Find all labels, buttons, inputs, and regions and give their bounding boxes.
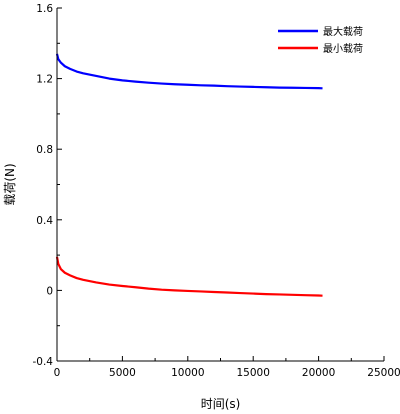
x-tick-label: 20000 bbox=[302, 367, 335, 379]
y-axis-title: 载荷(N) bbox=[3, 163, 17, 205]
tick-labels: -0.400.40.81.21.60 5000 10000 15000 20000 250… bbox=[33, 3, 400, 379]
series-line-1 bbox=[55, 53, 323, 90]
y-tick-label: 1.6 bbox=[36, 3, 53, 15]
x-tick-label: 25000 bbox=[367, 367, 400, 379]
series-line-2 bbox=[55, 256, 323, 297]
x-tick-label: 15000 bbox=[236, 367, 269, 379]
x-tick-label: 10000 bbox=[171, 367, 204, 379]
x-tick-label: 5000 bbox=[109, 367, 136, 379]
y-tick-label: 0.4 bbox=[36, 215, 53, 227]
legend-label-1: 最大载荷 bbox=[323, 25, 363, 38]
y-tick-label: 1.2 bbox=[36, 74, 53, 86]
axes bbox=[56, 7, 385, 362]
plot-lines bbox=[55, 53, 323, 297]
y-tick-label: 0.8 bbox=[36, 144, 53, 156]
y-tick-label: 0 bbox=[46, 285, 53, 297]
y-tick-label: -0.4 bbox=[33, 356, 54, 368]
legend-label-2: 最小载荷 bbox=[323, 43, 363, 55]
x-axis-title: 时间(s) bbox=[201, 397, 241, 411]
x-tick-label: 0 bbox=[54, 367, 61, 379]
